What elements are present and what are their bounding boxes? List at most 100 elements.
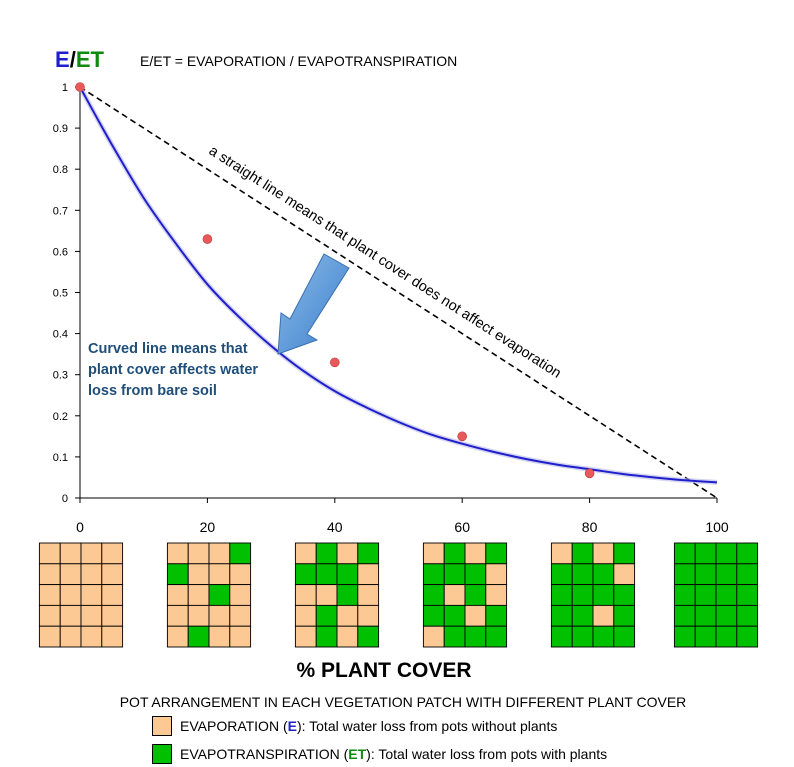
plant-pot <box>694 563 717 586</box>
bare-pot <box>80 604 103 627</box>
data-point <box>75 82 85 92</box>
bare-pot <box>229 563 252 586</box>
plant-pot <box>485 542 508 565</box>
legend-et-pre: EVAPOTRANSPIRATION ( <box>180 746 349 762</box>
plant-pot <box>715 542 738 565</box>
bare-pot <box>166 542 189 565</box>
plant-pot <box>550 584 573 606</box>
data-points-layer <box>75 82 595 479</box>
y-tick-label: 0.3 <box>53 370 68 382</box>
plant-pot <box>357 625 380 648</box>
bare-pot <box>464 604 487 627</box>
plant-pot <box>571 563 594 586</box>
y-tick-label: 1 <box>62 82 68 94</box>
y-tick-label: 0.8 <box>53 164 68 176</box>
plant-pot <box>613 625 636 648</box>
bare-pot <box>101 625 124 648</box>
plant-pot <box>673 563 696 586</box>
bare-pot <box>59 625 82 648</box>
plant-pot <box>736 542 759 565</box>
y-tick-label: 0.6 <box>53 246 68 258</box>
bare-pot <box>187 604 210 627</box>
reference-dashed-line <box>79 86 718 499</box>
x-tick-label: 0 <box>76 519 84 535</box>
bare-pot <box>294 625 317 648</box>
patch-100 <box>673 542 759 648</box>
plant-pot <box>613 604 636 627</box>
bare-pot <box>38 604 61 627</box>
legend-evap-post: ): Total water loss from pots without pl… <box>296 718 558 734</box>
bare-pot <box>550 542 573 565</box>
plant-pot <box>550 563 573 586</box>
bare-pot <box>315 584 338 606</box>
x-tick-label: 60 <box>454 519 470 535</box>
plant-pot <box>736 584 759 606</box>
patch-subtitle: POT ARRANGEMENT IN EACH VEGETATION PATCH… <box>120 694 687 710</box>
curved-line-annotation-line-1: Curved line means that <box>88 341 248 357</box>
y-tick-label: 0.9 <box>53 123 68 135</box>
bare-pot <box>485 563 508 586</box>
plant-pot <box>673 542 696 565</box>
plant-pot <box>485 625 508 648</box>
legend-evap-pre: EVAPORATION ( <box>180 718 288 734</box>
curved-line-annotation-line-3: loss from bare soil <box>88 383 217 399</box>
plant-pot <box>715 584 738 606</box>
bare-pot <box>336 625 359 648</box>
plant-pot <box>315 563 338 586</box>
ratio-definition: E/ET = EVAPORATION / EVAPOTRANSPIRATION <box>140 53 457 69</box>
bare-pot <box>166 604 189 627</box>
legend-evapotranspiration-text: EVAPOTRANSPIRATION (ET): Total water los… <box>180 746 607 762</box>
y-tick-label: 0 <box>62 493 68 505</box>
plant-pot <box>736 563 759 586</box>
bare-pot <box>80 563 103 586</box>
curve-glow <box>77 85 718 485</box>
legend-evap-symbol: E <box>287 718 297 734</box>
plant-pot <box>315 542 338 565</box>
x-axis-title: % PLANT COVER <box>296 659 471 682</box>
plant-pot <box>464 563 487 586</box>
plant-pot <box>694 625 717 648</box>
bare-pot <box>59 584 82 606</box>
plant-pot <box>673 604 696 627</box>
plant-pot <box>736 625 759 648</box>
plant-pot <box>673 584 696 606</box>
patch-20 <box>166 542 252 648</box>
fitted-curve-layer <box>77 85 718 485</box>
plant-pot <box>443 542 466 565</box>
plant-pot <box>464 625 487 648</box>
plant-pot <box>550 604 573 627</box>
bare-pot <box>592 542 615 565</box>
plant-pot <box>571 542 594 565</box>
pot-arrangement-patches <box>38 542 759 648</box>
plant-pot <box>715 563 738 586</box>
plant-pot <box>422 604 445 627</box>
plant-pot <box>715 604 738 627</box>
patch-40 <box>294 542 380 648</box>
bare-pot <box>38 584 61 606</box>
bare-pot <box>59 542 82 565</box>
ylabel-e: E <box>55 47 70 72</box>
plant-pot <box>571 625 594 648</box>
ylabel-et: ET <box>76 47 105 72</box>
plant-pot <box>187 625 210 648</box>
plant-pot <box>294 563 317 586</box>
bare-pot <box>208 542 231 565</box>
plant-pot <box>166 563 189 586</box>
legend-et-symbol: ET <box>348 746 367 762</box>
bare-pot <box>187 563 210 586</box>
bare-pot <box>229 584 252 606</box>
plant-pot <box>336 563 359 586</box>
y-tick-label: 0.4 <box>53 329 68 341</box>
bare-pot <box>613 563 636 586</box>
plant-pot <box>443 563 466 586</box>
bare-pot <box>80 584 103 606</box>
data-point <box>457 431 468 442</box>
data-point <box>584 468 595 479</box>
bare-pot <box>101 584 124 606</box>
plant-pot <box>464 584 487 606</box>
bare-pot <box>294 542 317 565</box>
legend-evapotranspiration: EVAPOTRANSPIRATION (ET): Total water los… <box>152 744 607 764</box>
arrow-icon <box>277 253 350 355</box>
bare-pot <box>80 542 103 565</box>
